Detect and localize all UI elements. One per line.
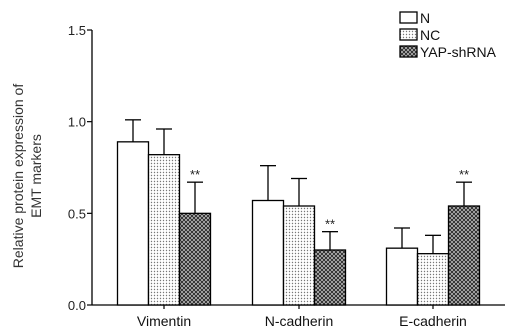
x-category-label: N-cadherin	[265, 313, 333, 329]
significance-label: **	[190, 167, 200, 182]
y-tick-label: 0.5	[68, 206, 86, 221]
y-axis-title-line-1: Relative protein expression of	[10, 84, 26, 269]
x-category-label: E-cadherin	[399, 313, 467, 329]
bar	[282, 205, 316, 306]
y-axis-title: Relative protein expression of EMT marke…	[10, 84, 44, 269]
bar	[251, 199, 285, 306]
bar	[416, 253, 450, 306]
bar	[447, 205, 481, 306]
legend-label: NC	[420, 27, 440, 43]
legend-label: YAP-shRNA	[420, 44, 497, 60]
bar	[178, 212, 212, 306]
bar	[313, 249, 347, 306]
bar	[116, 141, 150, 306]
y-tick-label: 0.0	[68, 298, 86, 313]
y-tick-label: 1.0	[68, 115, 86, 130]
y-tick-label: 1.5	[68, 23, 86, 38]
legend-swatch	[399, 45, 418, 58]
bar	[385, 247, 419, 306]
y-axis-title-line-2: EMT markers	[28, 134, 44, 218]
significance-label: **	[325, 217, 335, 232]
legend-swatch	[399, 28, 418, 41]
x-category-label: Vimentin	[137, 313, 191, 329]
legend-swatch	[399, 11, 418, 24]
plot-area: 0.0 0.5 1.0 1.5 Vimentin ** N-cadherin ** E-cadh…	[68, 23, 505, 329]
legend-label: N	[420, 10, 430, 26]
bar	[147, 154, 181, 306]
significance-label: **	[459, 167, 469, 182]
